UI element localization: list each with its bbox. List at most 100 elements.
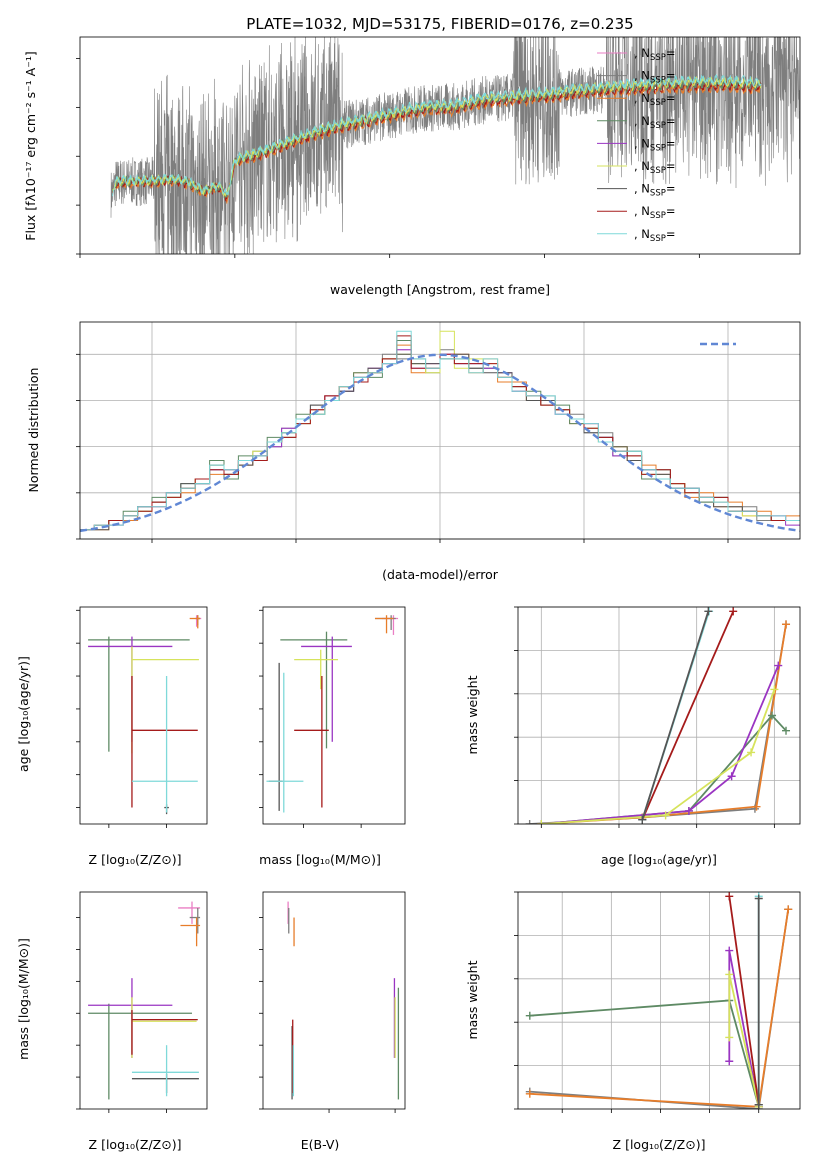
mass-weight-marker bbox=[725, 1057, 734, 1066]
axis-layer bbox=[514, 891, 801, 1113]
plot-layer bbox=[266, 615, 399, 813]
mass-weight-marker bbox=[770, 685, 779, 694]
legend-nssp-subscript: SSP bbox=[650, 53, 666, 63]
spectrum-legend: , NSSP=, NSSP=, NSSP=, NSSP=, NSSP=, NSS… bbox=[597, 46, 675, 244]
plot-layer bbox=[287, 901, 400, 1100]
mass-weight-marker bbox=[754, 1100, 763, 1109]
mw-z-xlabel: Z [log₁₀(Z/Z⊙)] bbox=[613, 1137, 706, 1152]
mass-age-xlabel: mass [log₁₀(M/M⊙)] bbox=[259, 852, 381, 867]
mass-weight-marker bbox=[704, 607, 713, 616]
legend-nssp-label: , N bbox=[634, 46, 650, 60]
gaussian-curve bbox=[80, 353, 800, 533]
legend-nssp-eq: = bbox=[666, 182, 676, 196]
observed-spectrum bbox=[110, 37, 800, 254]
mass-age-panel: mass [log₁₀(M/M⊙)] bbox=[259, 606, 406, 867]
mass-weight-marker bbox=[727, 772, 736, 781]
legend-nssp-label: , N bbox=[634, 159, 650, 173]
ebv-mass-panel: E(B-V) bbox=[259, 891, 406, 1152]
legend-nssp-label: , N bbox=[634, 204, 650, 218]
legend-nssp-eq: = bbox=[666, 91, 676, 105]
legend-nssp-subscript: SSP bbox=[650, 166, 666, 176]
model-spectrum-kroupa-elodie bbox=[112, 75, 762, 197]
legend-nssp-eq: = bbox=[666, 69, 676, 83]
mass-weight-marker bbox=[725, 1033, 734, 1042]
axes-frame bbox=[79, 321, 801, 540]
plot-layer bbox=[525, 892, 793, 1109]
legend-entry: , NSSP= bbox=[634, 159, 675, 176]
legend-nssp-label: , N bbox=[634, 91, 650, 105]
plot-layer bbox=[88, 901, 201, 1100]
legend-nssp-label: , N bbox=[634, 227, 650, 241]
histogram-kroupa-stelib bbox=[80, 330, 800, 531]
mass-weight-line bbox=[641, 611, 710, 820]
mass-weight-marker bbox=[684, 806, 693, 815]
plot-layer bbox=[525, 607, 791, 824]
mw-z-ylabel: mass weight bbox=[465, 960, 480, 1039]
axes-frame bbox=[79, 36, 801, 255]
mass-weight-line bbox=[529, 909, 790, 1108]
mass-weight-age-panel: age [log₁₀(age/yr)] mass weight bbox=[465, 606, 801, 867]
mass-weight-marker bbox=[729, 607, 738, 616]
legend-nssp-label: , N bbox=[634, 182, 650, 196]
legend-entry: , NSSP= bbox=[634, 46, 675, 63]
mass-weight-marker bbox=[768, 711, 777, 720]
plot-layer bbox=[110, 37, 800, 254]
mass-weight-marker bbox=[525, 1011, 534, 1020]
legend-entry: , NSSP= bbox=[634, 204, 675, 221]
mass-weight-line bbox=[541, 624, 787, 824]
mass-weight-line bbox=[529, 624, 787, 824]
legend-nssp-eq: = bbox=[666, 204, 676, 218]
residual-histogram-panel: (data-model)/error Normed distribution bbox=[26, 321, 801, 582]
histogram-xlabel: (data-model)/error bbox=[382, 567, 499, 582]
legend-entry: , NSSP= bbox=[634, 91, 675, 108]
spectrum-ylabel: Flux [fλ10⁻¹⁷ erg cm⁻² s⁻¹ A⁻¹] bbox=[23, 51, 38, 240]
legend-nssp-eq: = bbox=[666, 227, 676, 241]
grid-layer bbox=[518, 891, 800, 1110]
mass-weight-marker bbox=[784, 905, 793, 914]
axis-layer bbox=[76, 321, 801, 543]
mass-weight-marker bbox=[774, 661, 783, 670]
plot-layer bbox=[88, 615, 202, 815]
legend-nssp-subscript: SSP bbox=[650, 121, 666, 131]
spectrum-title: PLATE=1032, MJD=53175, FIBERID=0176, z=0… bbox=[246, 15, 633, 33]
axes-frame bbox=[262, 606, 406, 825]
mass-weight-line bbox=[728, 896, 760, 1105]
mass-weight-line bbox=[641, 610, 735, 821]
mass-weight-marker bbox=[537, 820, 546, 824]
mw-age-ylabel: mass weight bbox=[465, 675, 480, 754]
plot-layer bbox=[80, 330, 800, 533]
legend-nssp-eq: = bbox=[666, 159, 676, 173]
legend-nssp-subscript: SSP bbox=[650, 76, 666, 86]
legend-entry: , NSSP= bbox=[634, 69, 675, 86]
axes-frame bbox=[517, 606, 801, 825]
mass-weight-marker bbox=[747, 748, 756, 757]
axis-layer bbox=[76, 891, 208, 1113]
mass-weight-line bbox=[541, 665, 780, 824]
legend-nssp-eq: = bbox=[666, 114, 676, 128]
mass-weight-marker bbox=[782, 620, 791, 629]
legend-nssp-eq: = bbox=[666, 46, 676, 60]
axes-frame bbox=[517, 891, 801, 1110]
mass-weight-marker bbox=[525, 1089, 534, 1098]
z-mass-panel: Z [log₁₀(Z/Z⊙)] mass [log₁₀(M/M⊙)] bbox=[16, 891, 208, 1152]
legend-nssp-label: , N bbox=[634, 114, 650, 128]
axis-layer bbox=[514, 606, 801, 828]
legend-entry: , NSSP= bbox=[634, 136, 675, 153]
axes-frame bbox=[262, 891, 406, 1110]
mass-weight-marker bbox=[661, 811, 670, 820]
mass-weight-marker bbox=[754, 894, 763, 903]
mass-weight-marker bbox=[752, 802, 761, 811]
z-age-xlabel: Z [log₁₀(Z/Z⊙)] bbox=[89, 852, 182, 867]
mass-weight-marker bbox=[725, 970, 734, 979]
legend-nssp-eq: = bbox=[666, 136, 676, 150]
axis-layer bbox=[76, 606, 208, 828]
mass-weight-marker bbox=[725, 946, 734, 955]
axes-frame bbox=[79, 891, 208, 1110]
mass-weight-line bbox=[529, 909, 790, 1109]
axis-layer bbox=[259, 606, 406, 828]
mass-weight-line bbox=[529, 999, 760, 1108]
axis-layer bbox=[259, 891, 406, 1113]
mass-weight-marker bbox=[725, 892, 734, 901]
mass-weight-marker bbox=[782, 726, 791, 735]
